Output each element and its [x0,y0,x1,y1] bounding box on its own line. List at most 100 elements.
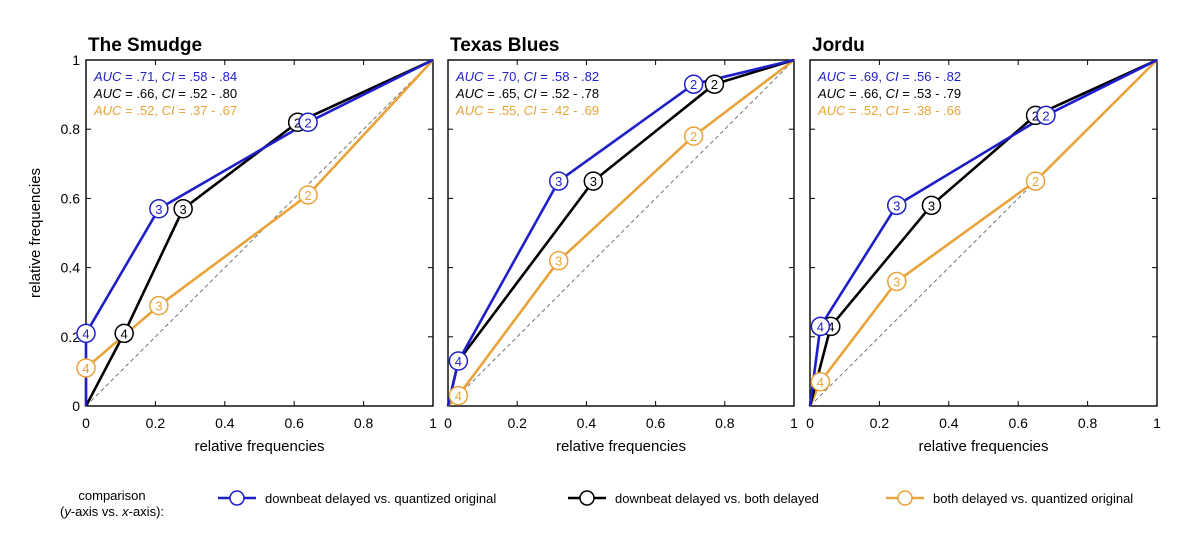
x-tick-label: 0.6 [1008,415,1028,431]
auc-annotation: AUC = .52, CI = .38 - .66 [817,103,961,118]
data-point-label: 2 [304,188,311,203]
auc-value: .65 [498,86,516,101]
ci-eq: = [175,103,190,118]
data-point-circle [921,195,942,216]
data-point-circle [548,171,569,191]
legend-subheading-part: y [63,504,72,519]
data-point-circle [548,250,569,271]
data-point-label: 3 [155,202,162,217]
data-point-circle [76,358,96,378]
auc-annotation: AUC = .52, CI = .37 - .67 [93,103,237,118]
x-tick-label: 0.4 [577,415,597,431]
chart-title: Texas Blues [450,35,559,56]
auc-value: = [845,69,860,84]
ci-label: CI [524,103,537,118]
auc-annotation: AUC = .65, CI = .52 - .78 [455,86,599,101]
data-point-circle [810,316,831,337]
data-point-label: 2 [690,77,697,92]
ci-value: .42 - .69 [551,103,599,118]
data-point-circle [149,199,169,219]
x-tick-label: 0.2 [507,415,527,431]
data-point: 3 [921,195,942,216]
auc-value: = [121,69,136,84]
auc-value: = [483,86,498,101]
auc-value: = [121,103,136,118]
auc-value: = [845,103,860,118]
data-point: 4 [76,358,96,378]
data-point: 4 [448,385,469,406]
auc-value: .70 [498,69,516,84]
chart-title: The Smudge [88,35,202,56]
data-point: 4 [76,323,96,344]
auc-sep: , [516,69,523,84]
ci-label: CI [162,86,175,101]
auc-label: AUC [455,103,484,118]
y-axis-label: relative frequencies [27,168,44,298]
data-point-label: 2 [1042,108,1049,123]
ci-label: CI [162,69,175,84]
data-point-label: 4 [82,361,89,376]
x-tick-label: 0 [444,415,452,431]
auc-annotation: AUC = .66, CI = .52 - .80 [93,86,237,101]
y-tick-label: 0.2 [61,329,81,345]
y-tick-label: 1 [72,52,80,68]
data-point-circle [1025,171,1046,191]
legend-subheading-part: -axis): [129,504,164,519]
data-point-label: 3 [180,202,187,217]
data-point-label: 4 [827,319,834,334]
auc-label: AUC [817,103,846,118]
data-point-label: 3 [155,299,162,314]
data-point-circle [583,171,604,191]
auc-annotation: AUC = .70, CI = .58 - .82 [455,69,599,84]
data-point: 2 [1025,171,1046,191]
auc-value: .66 [860,86,878,101]
data-point: 3 [173,199,193,219]
legend-subheading-part: -axis vs. [71,504,122,519]
chance-diagonal [447,59,795,407]
data-point-label: 4 [455,354,462,369]
data-point: 4 [114,323,134,344]
y-tick-label: 0.8 [61,121,81,137]
data-point-label: 4 [82,326,89,341]
x-tick-label: 0.8 [1078,415,1098,431]
data-point: 4 [810,316,831,337]
auc-sep: , [516,103,523,118]
legend-swatch-marker [579,490,595,506]
auc-value: = [483,103,498,118]
data-point: 2 [704,74,725,94]
data-point: 3 [887,271,907,292]
legend: comparison(y-axis vs. x-axis):downbeat d… [60,488,1133,519]
auc-label: AUC [455,69,484,84]
ci-value: .52 - .80 [189,86,237,101]
data-point: 4 [448,351,469,371]
x-tick-label: 1 [1153,415,1161,431]
auc-value: .52 [136,103,154,118]
auc-sep: , [154,86,161,101]
chance-diagonal [85,59,434,407]
x-tick-label: 0.2 [870,415,890,431]
legend-subheading: (y-axis vs. x-axis): [60,504,164,519]
data-point: 3 [149,199,169,219]
legend-entry: downbeat delayed vs. quantized original [218,490,496,506]
auc-label: AUC [817,69,846,84]
data-point-circle [810,372,831,392]
data-point: 4 [810,372,831,392]
x-tick-label: 0.2 [146,415,166,431]
auc-label: AUC [817,86,846,101]
legend-subheading-part: x [121,504,129,519]
legend-label: both delayed vs. quantized original [933,491,1133,506]
chart-panel-2: Texas Blues 0 0.2 0.4 0.6 0.8 1 relative freque… [444,35,798,455]
data-point-circle [448,385,469,406]
chart-panel-1: The Smudge 0 0.2 0.4 0.6 0.8 1 0 0.2 0.4 0.6 0.8 1 re… [27,35,437,455]
data-point: 3 [583,171,604,191]
x-tick-label: 0.6 [646,415,666,431]
legend-swatch-marker [229,490,245,506]
legend-label: downbeat delayed vs. quantized original [265,491,496,506]
ci-eq: = [899,86,914,101]
ci-value: .52 - .78 [551,86,599,101]
auc-sep: , [878,69,885,84]
auc-sep: , [154,69,161,84]
data-point-label: 4 [121,326,128,341]
data-point-circle [173,199,193,219]
x-tick-label: 0 [806,415,814,431]
